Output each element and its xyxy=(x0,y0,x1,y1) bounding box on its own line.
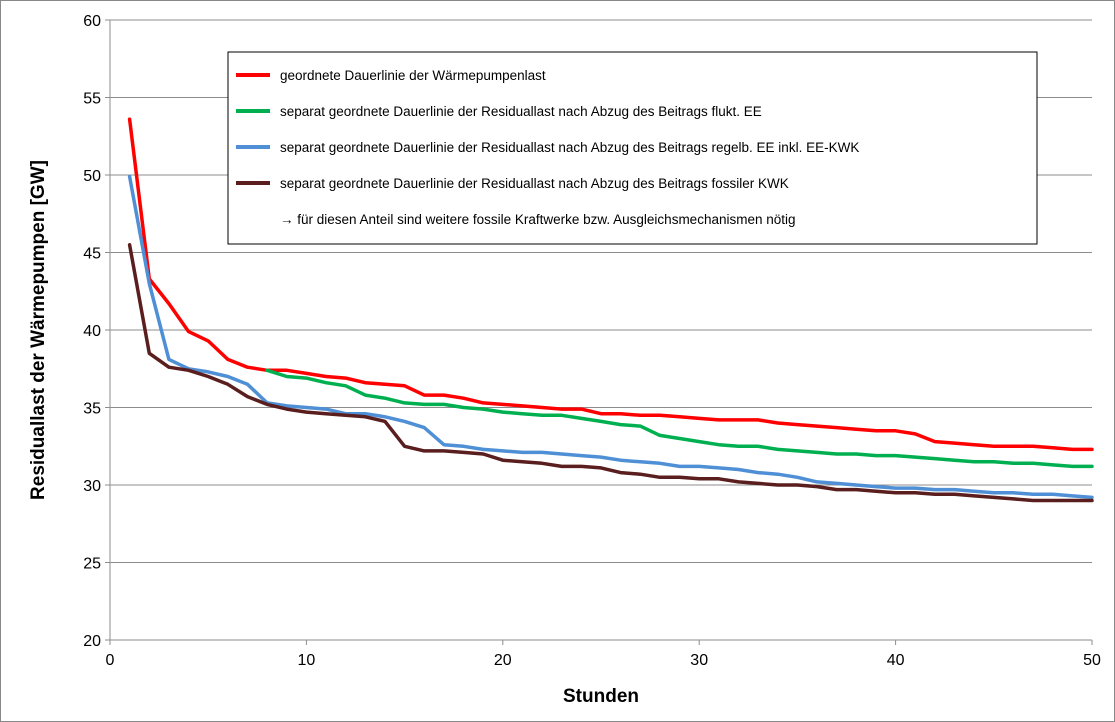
series-line-3 xyxy=(127,174,1094,500)
x-tick-label: 10 xyxy=(298,652,316,669)
legend-label: separat geordnete Dauerlinie der Residua… xyxy=(280,104,762,119)
series-line-4 xyxy=(127,243,1094,503)
series-line-1 xyxy=(127,117,1094,452)
x-tick-label: 50 xyxy=(1083,652,1101,669)
x-axis-title: Stunden xyxy=(563,686,639,707)
legend-note: → für diesen Anteil sind weitere fossile… xyxy=(280,212,796,227)
legend: geordnete Dauerlinie der Wärmepumpenlast… xyxy=(227,51,1038,245)
x-tick-label: 0 xyxy=(106,652,115,669)
series-lines xyxy=(127,117,1094,503)
x-tick-label: 30 xyxy=(690,652,708,669)
legend-label: separat geordnete Dauerlinie der Residua… xyxy=(280,176,789,191)
axes: 20 25 30 35 40 45 50 55 60 0 10 20 30 40 50 xyxy=(83,13,1101,669)
y-tick-label: 30 xyxy=(83,478,101,495)
y-tick-label: 35 xyxy=(83,401,101,418)
y-tick-label: 25 xyxy=(83,556,101,573)
x-tick-label: 20 xyxy=(494,652,512,669)
legend-label: separat geordnete Dauerlinie der Residua… xyxy=(280,140,859,155)
legend-label: geordnete Dauerlinie der Wärmepumpenlast xyxy=(280,68,546,83)
y-tick-label: 20 xyxy=(83,633,101,650)
y-tick-label: 50 xyxy=(83,168,101,185)
legend-box xyxy=(227,51,1038,245)
y-axis-title: Residuallast der Wärmepumpen [GW] xyxy=(28,160,49,500)
y-tick-label: 55 xyxy=(83,91,101,108)
y-tick-label: 60 xyxy=(83,13,101,30)
series-line-2 xyxy=(265,368,1094,469)
y-tick-label: 45 xyxy=(83,246,101,263)
x-tick-label: 40 xyxy=(887,652,905,669)
y-tick-label: 40 xyxy=(83,323,101,340)
